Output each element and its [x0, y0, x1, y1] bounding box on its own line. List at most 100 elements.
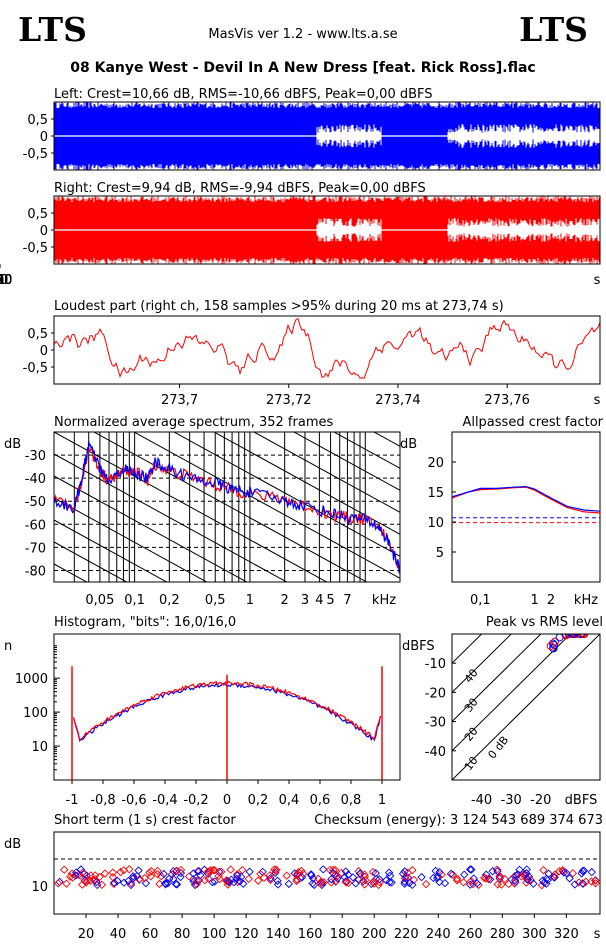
shortcrest-xtick-label: 260 — [458, 927, 483, 942]
time-unit-label: s — [594, 273, 601, 288]
shortcrest-point — [125, 865, 134, 874]
loudest-unit-label: s — [594, 393, 601, 408]
peakrms-point — [572, 634, 581, 638]
shortcrest-point — [568, 869, 578, 878]
shortcrest-point — [86, 871, 95, 880]
lts-logo-right: LTS — [519, 10, 588, 49]
spectrum-slope-line — [54, 475, 248, 582]
loudest-xtick-label: 273,72 — [266, 393, 312, 408]
shortcrest-point — [577, 869, 586, 878]
shortcrest-point — [331, 865, 340, 875]
shortcrest-point — [271, 868, 280, 877]
shortcrest-point — [146, 872, 155, 881]
shortcrest-point — [293, 870, 302, 880]
shortcrest-point — [159, 869, 168, 879]
spectrum-slope-line — [372, 432, 400, 447]
shortcrest-point — [239, 879, 248, 888]
shortcrest-point — [437, 870, 446, 879]
peakrms-diag-label: 10 — [462, 754, 481, 773]
histogram-xtick-label: -0,8 — [90, 793, 115, 808]
shortcrest-checksum: Checksum (energy): 3 124 543 689 374 673 — [314, 813, 603, 828]
peakrms-point — [576, 634, 585, 638]
shortcrest-point — [328, 868, 338, 878]
shortcrest-point — [512, 871, 521, 880]
shortcrest-point — [578, 879, 587, 888]
shortcrest-point — [466, 876, 476, 886]
shortcrest-point — [587, 877, 596, 886]
spectrum-title: Normalized average spectrum, 352 frames — [54, 415, 333, 430]
shortcrest-point — [493, 880, 502, 889]
allpass-left-trace — [451, 485, 601, 512]
spectrum-ytick-label: -40 — [25, 472, 46, 487]
allpass-xtick-label: 2 — [547, 593, 555, 608]
spectrum-ytick-label: -70 — [25, 541, 46, 556]
allpass-title: Allpassed crest factor — [462, 415, 603, 430]
allpass-xtick-label: 1 — [531, 593, 539, 608]
shortcrest-point — [72, 868, 81, 877]
time-tick-label: 40 — [0, 273, 8, 288]
time-tick-label: 280 — [0, 273, 12, 288]
histogram-xtick-label: -0,4 — [152, 793, 177, 808]
shortcrest-point — [435, 868, 444, 877]
shortcrest-point — [126, 878, 136, 888]
shortcrest-point — [398, 869, 408, 878]
loudest-part-plot: Loudest part (right ch, 158 samples >95%… — [23, 299, 601, 408]
left-channel-waveform: Left: Crest=10,66 dB, RMS=-10,66 dBFS, P… — [23, 87, 601, 171]
right-ytick-label: 0,5 — [27, 207, 48, 222]
time-tick-label: 240 — [0, 273, 12, 288]
shortcrest-xtick-label: 120 — [234, 927, 259, 942]
shortcrest-point — [92, 877, 101, 887]
spectrum-slope-line — [172, 432, 400, 557]
spectrum-xtick-label: 7 — [343, 593, 351, 608]
peakrms-ytick-label: -40 — [425, 745, 446, 760]
peakrms-frame — [451, 633, 601, 781]
allpass-crest-plot: Allpassed crest factor dB 20 15 10 5 0,1 1 2 kHz — [400, 415, 604, 608]
shortcrest-point — [119, 866, 128, 875]
shortcrest-point — [351, 879, 360, 888]
shortcrest-point — [492, 865, 502, 874]
shortcrest-point — [270, 865, 279, 874]
peakrms-diag-label: 30 — [462, 696, 481, 715]
shortcrest-point — [515, 865, 524, 874]
loudest-ytick-label: 0 — [40, 344, 48, 359]
shortcrest-point — [306, 870, 316, 879]
shortcrest-point — [116, 867, 125, 877]
shortcrest-point — [265, 871, 274, 880]
shortcrest-point — [128, 872, 138, 881]
shortcrest-point — [537, 881, 547, 890]
shortcrest-point — [282, 871, 291, 880]
shortcrest-point — [446, 869, 456, 879]
shortcrest-point — [78, 880, 87, 889]
spectrum-xtick-label: 1 — [246, 593, 254, 608]
peakrms-point — [579, 634, 588, 638]
allpass-ylabel: dB — [400, 437, 417, 452]
shortcrest-xtick-label: 220 — [394, 927, 419, 942]
shortcrest-point — [227, 875, 236, 884]
peakrms-xtick-label: -20 — [530, 793, 551, 808]
time-tick-label: 20 — [0, 273, 8, 288]
shortcrest-point — [273, 876, 282, 885]
time-tick-label: 300 — [0, 273, 12, 288]
shortcrest-point — [510, 872, 519, 881]
peakrms-point — [551, 637, 560, 646]
app-title: MasVis ver 1.2 - www.lts.a.se — [208, 27, 398, 42]
spectrum-xtick-label: 2 — [281, 593, 289, 608]
shortcrest-point — [193, 867, 202, 876]
shortcrest-point — [89, 876, 99, 885]
peakrms-ylabel: dBFS — [402, 639, 435, 654]
peakrms-diag-label: 20 — [462, 725, 481, 744]
peakrms-point — [548, 639, 557, 648]
shortcrest-point — [195, 871, 205, 880]
spectrum-unit-label: kHz — [372, 593, 396, 608]
shortcrest-point — [110, 878, 119, 887]
shortcrest-point — [440, 878, 450, 888]
shortcrest-point — [78, 868, 87, 878]
shortcrest-point — [400, 877, 409, 886]
shortcrest-point — [465, 865, 475, 874]
shortcrest-point — [200, 865, 209, 874]
shortcrest-point — [480, 873, 489, 883]
spectrum-xtick-label: 0,1 — [124, 593, 145, 608]
shortcrest-point — [176, 872, 185, 882]
